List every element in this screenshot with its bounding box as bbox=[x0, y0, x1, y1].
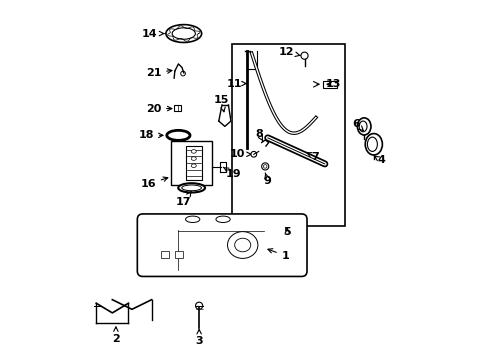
Text: 20: 20 bbox=[145, 104, 172, 113]
Bar bbox=[160, 251, 169, 258]
Ellipse shape bbox=[181, 71, 185, 76]
Text: 9: 9 bbox=[263, 173, 271, 186]
Bar bbox=[323, 81, 336, 88]
Ellipse shape bbox=[191, 150, 196, 153]
Ellipse shape bbox=[357, 118, 370, 135]
FancyBboxPatch shape bbox=[137, 214, 306, 276]
Text: 18: 18 bbox=[138, 130, 163, 140]
Text: 6: 6 bbox=[351, 118, 363, 131]
Text: 19: 19 bbox=[223, 167, 241, 179]
Ellipse shape bbox=[191, 157, 196, 160]
Text: 16: 16 bbox=[140, 177, 167, 189]
Text: 11: 11 bbox=[226, 78, 245, 89]
Ellipse shape bbox=[216, 216, 230, 222]
Ellipse shape bbox=[165, 24, 201, 42]
Ellipse shape bbox=[166, 130, 190, 140]
Ellipse shape bbox=[366, 137, 377, 152]
Ellipse shape bbox=[263, 165, 266, 168]
Ellipse shape bbox=[185, 216, 200, 222]
Text: 12: 12 bbox=[278, 47, 300, 57]
Bar bbox=[174, 105, 181, 111]
Bar bbox=[175, 251, 183, 258]
Bar bbox=[171, 141, 212, 185]
Text: 8: 8 bbox=[254, 129, 263, 141]
Text: 10: 10 bbox=[229, 149, 251, 159]
Ellipse shape bbox=[261, 163, 268, 170]
Ellipse shape bbox=[300, 52, 307, 59]
Text: 1: 1 bbox=[267, 249, 289, 261]
Bar bbox=[231, 44, 344, 226]
Ellipse shape bbox=[234, 238, 250, 252]
Text: 7: 7 bbox=[305, 152, 319, 162]
Ellipse shape bbox=[178, 183, 204, 193]
Polygon shape bbox=[218, 105, 230, 126]
Text: 17: 17 bbox=[176, 192, 191, 207]
Text: 2: 2 bbox=[112, 327, 120, 344]
Bar bbox=[185, 146, 201, 180]
Text: 21: 21 bbox=[145, 68, 172, 78]
Ellipse shape bbox=[358, 121, 366, 132]
Ellipse shape bbox=[195, 302, 203, 309]
Text: 13: 13 bbox=[325, 79, 340, 89]
Text: 5: 5 bbox=[283, 227, 290, 237]
Ellipse shape bbox=[250, 152, 256, 157]
Ellipse shape bbox=[227, 231, 257, 258]
Text: 15: 15 bbox=[213, 95, 228, 112]
Ellipse shape bbox=[191, 164, 196, 167]
Ellipse shape bbox=[172, 28, 195, 39]
Text: 3: 3 bbox=[195, 329, 203, 346]
Text: 4: 4 bbox=[373, 156, 384, 165]
Text: 14: 14 bbox=[142, 28, 163, 39]
Ellipse shape bbox=[365, 134, 382, 155]
Ellipse shape bbox=[182, 185, 201, 191]
